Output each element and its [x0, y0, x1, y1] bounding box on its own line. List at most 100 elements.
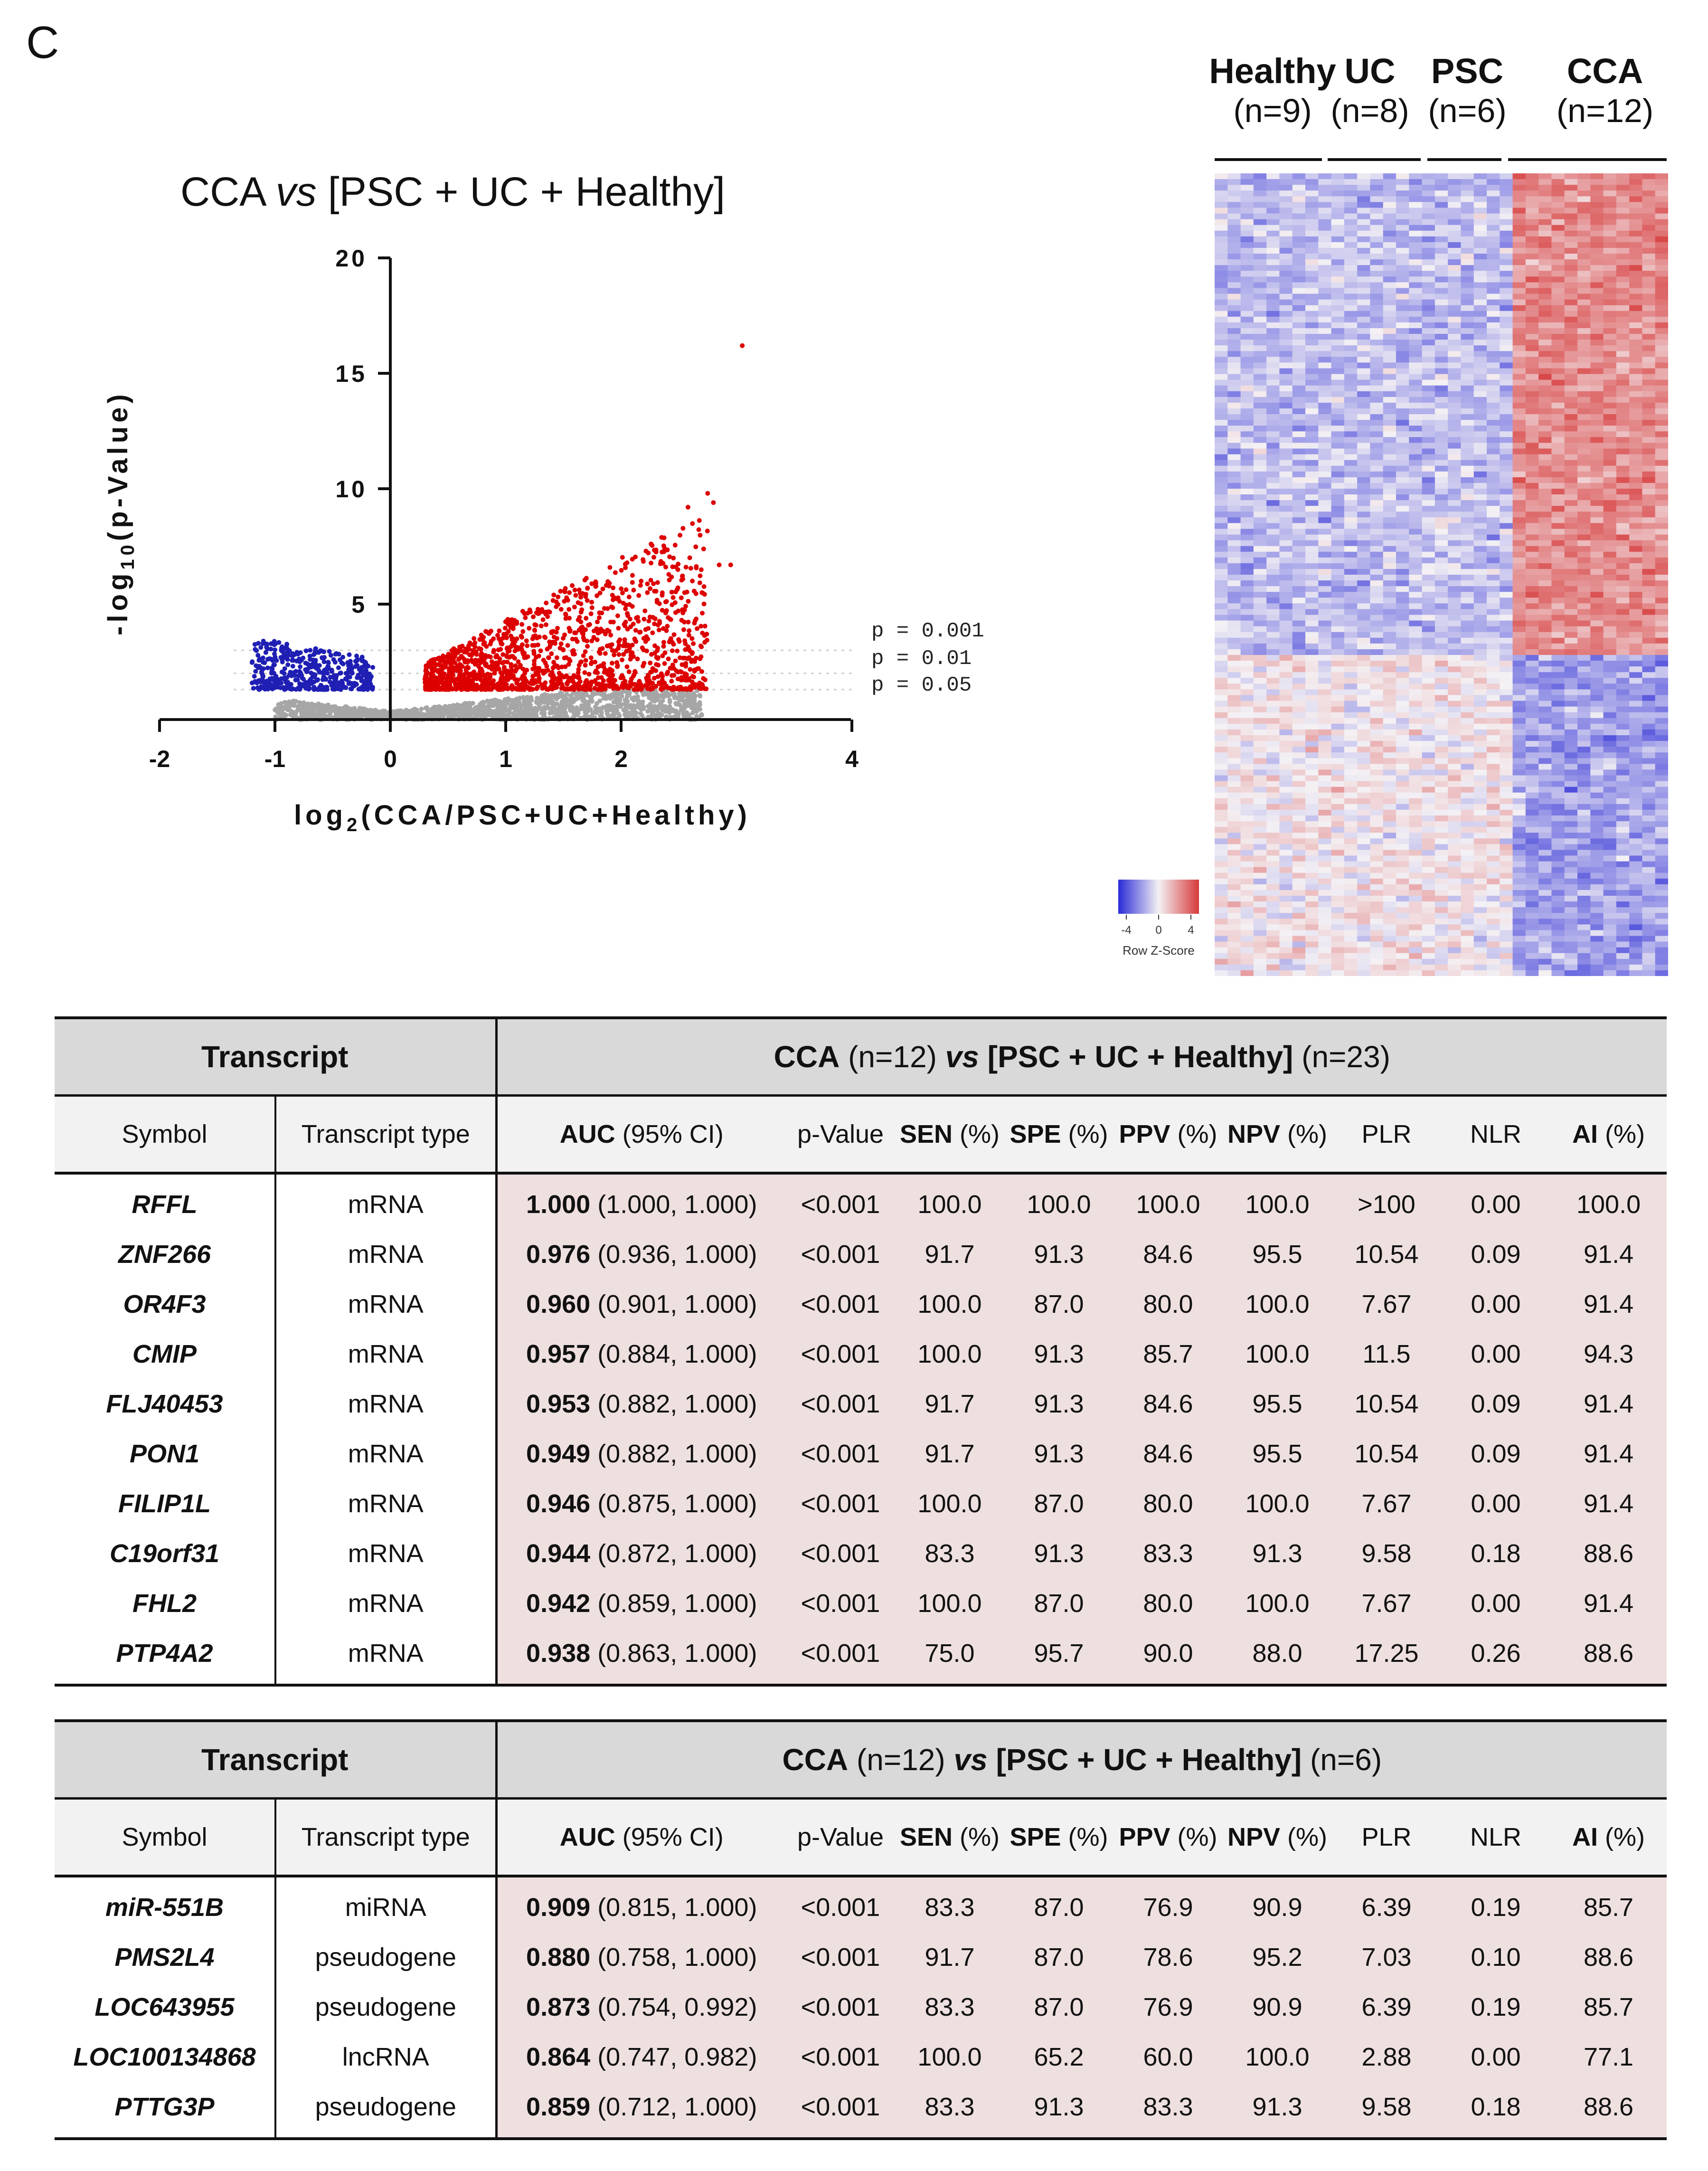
heatmap-cell [1253, 345, 1267, 351]
down-point [269, 665, 274, 671]
up-point [598, 626, 604, 632]
heatmap-cell [1538, 426, 1552, 432]
heatmap-cell [1448, 185, 1462, 191]
heatmap-cell [1344, 179, 1358, 185]
heatmap-cell [1434, 230, 1448, 237]
heatmap-cell [1590, 402, 1604, 409]
heatmap-cell [1642, 299, 1656, 306]
heatmap-cell [1500, 311, 1513, 317]
heatmap-cell [1642, 196, 1656, 202]
heatmap-cell [1227, 328, 1241, 334]
heatmap-cell [1434, 247, 1448, 254]
up-point [690, 674, 695, 679]
heatmap-cell [1396, 242, 1409, 248]
up-point [589, 638, 594, 644]
up-point [597, 590, 603, 596]
heatmap-cell [1305, 397, 1319, 403]
down-point [336, 680, 341, 685]
heatmap-cell [1292, 179, 1306, 185]
heatmap-cell [1279, 271, 1293, 277]
heatmap-cell [1253, 328, 1267, 334]
down-point [295, 677, 300, 683]
heatmap-cell [1396, 247, 1409, 254]
up-point [661, 549, 667, 554]
heatmap-cell [1603, 334, 1617, 340]
heatmap-cell [1551, 368, 1565, 375]
heatmap-cell [1434, 414, 1448, 420]
heatmap-cell [1227, 259, 1241, 265]
heatmap-cell [1590, 230, 1604, 237]
up-point [535, 684, 540, 690]
down-point [307, 686, 312, 691]
heatmap-cell [1616, 271, 1630, 277]
ns-point [307, 705, 312, 710]
heatmap-cell [1551, 259, 1565, 265]
heatmap-cell [1318, 374, 1332, 380]
heatmap-cell [1357, 213, 1371, 220]
heatmap-cell [1655, 374, 1668, 380]
heatmap-cell [1279, 202, 1293, 209]
heatmap-cell [1590, 340, 1604, 346]
up-point [558, 607, 564, 612]
heatmap-cell [1577, 208, 1591, 214]
ns-point [681, 714, 687, 719]
up-point [623, 619, 628, 625]
up-point [522, 655, 527, 660]
heatmap-cell [1564, 282, 1578, 289]
heatmap-cell [1551, 397, 1565, 403]
up-point [491, 678, 496, 683]
heatmap-cell [1512, 374, 1526, 380]
ns-point [624, 708, 629, 713]
heatmap-cell [1590, 185, 1604, 191]
heatmap-cell [1473, 196, 1487, 202]
heatmap-cell [1331, 414, 1345, 420]
heatmap-cell [1642, 397, 1656, 403]
heatmap-cell [1603, 299, 1617, 306]
heatmap-cell [1461, 322, 1474, 329]
heatmap-cell [1448, 276, 1462, 283]
heatmap-cell [1616, 391, 1630, 398]
heatmap-cell [1422, 379, 1435, 386]
heatmap-cell [1603, 368, 1617, 375]
heatmap-cell [1577, 322, 1591, 329]
x-axis-label-a: log [294, 800, 347, 831]
heatmap-cell [1227, 351, 1241, 357]
ns-point [547, 706, 552, 711]
up-point [594, 626, 599, 631]
up-point [613, 678, 617, 683]
ns-point [523, 707, 528, 712]
up-point [533, 623, 538, 628]
heatmap-cell [1215, 362, 1228, 369]
heatmap-cell [1500, 431, 1513, 437]
heatmap-cell [1331, 230, 1345, 237]
heatmap-cell [1279, 414, 1293, 420]
heatmap-cell [1292, 426, 1306, 432]
heatmap-cell [1434, 397, 1448, 403]
heatmap-cell [1383, 179, 1397, 185]
heatmap-cell [1409, 340, 1423, 346]
heatmap-cell [1603, 173, 1617, 180]
up-point [586, 672, 592, 677]
heatmap-cell [1383, 225, 1397, 231]
heatmap-cell [1487, 259, 1500, 265]
heatmap-cell [1409, 345, 1423, 351]
heatmap-cell [1525, 345, 1539, 351]
heatmap-cell [1525, 196, 1539, 202]
heatmap-cell [1525, 179, 1539, 185]
heatmap-cell [1422, 208, 1435, 214]
heatmap-cell [1603, 254, 1617, 260]
up-point [561, 635, 566, 641]
heatmap-cell [1642, 374, 1656, 380]
heatmap-cell [1590, 351, 1604, 357]
heatmap-cell [1603, 242, 1617, 248]
heatmap-cell [1629, 236, 1643, 243]
up-point [588, 611, 594, 616]
heatmap-cell [1616, 213, 1630, 220]
up-point [670, 666, 675, 671]
heatmap-cell [1473, 276, 1487, 283]
heatmap-cell [1331, 368, 1345, 375]
heatmap-cell [1551, 276, 1565, 283]
up-point [583, 658, 588, 663]
heatmap-cell [1422, 259, 1435, 265]
heatmap-cell [1461, 254, 1474, 260]
